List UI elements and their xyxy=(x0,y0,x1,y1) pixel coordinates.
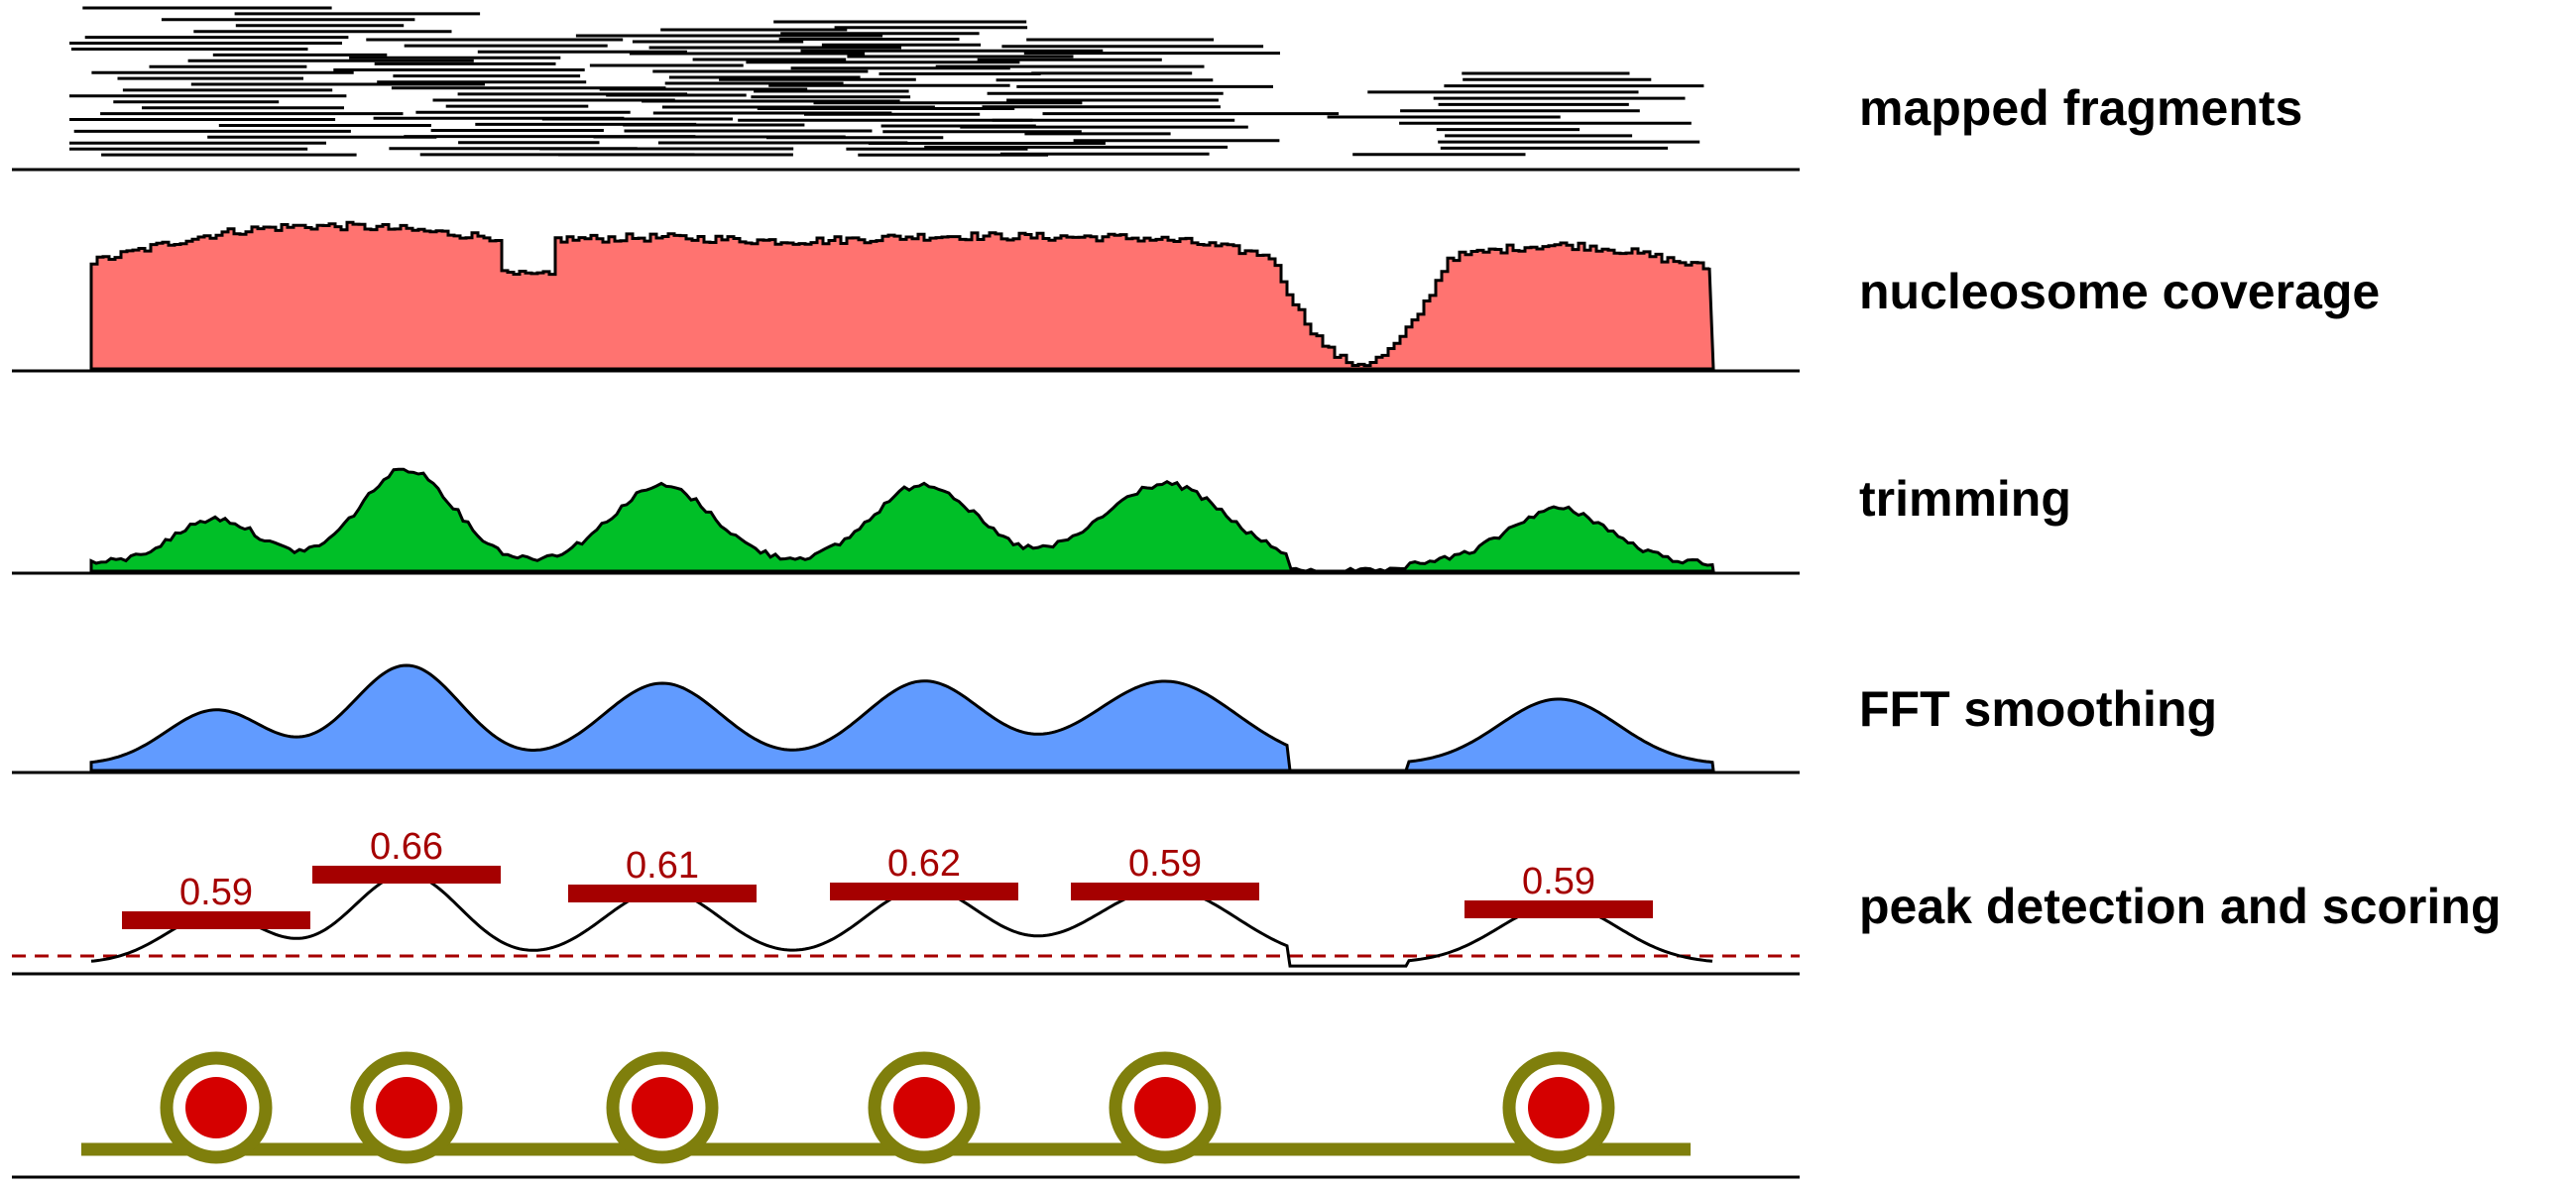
peak-score-bar xyxy=(830,883,1018,900)
peak-score-bar xyxy=(122,911,310,929)
nucleosome xyxy=(1109,1051,1222,1164)
label-trimming: trimming xyxy=(1859,471,2071,527)
peak-score-label: 0.61 xyxy=(626,845,699,887)
peak-score-bar xyxy=(568,885,757,902)
fft-smoothing-area xyxy=(89,663,1715,773)
nucleosome-core xyxy=(185,1077,247,1138)
peak-score-bar xyxy=(1071,883,1259,900)
peak-score-label: 0.66 xyxy=(370,826,443,868)
nucleosome-core xyxy=(1528,1077,1589,1138)
peak-scores: 0.59 0.66 0.61 0.62 0.59 0.59 xyxy=(122,826,1653,929)
peak-score-bar xyxy=(1464,900,1653,918)
nucleosome xyxy=(868,1051,981,1164)
nucleosome xyxy=(606,1051,719,1164)
peak-score-label: 0.62 xyxy=(887,843,961,885)
nucleosome xyxy=(1502,1051,1615,1164)
nucleosome-core xyxy=(893,1077,955,1138)
nucleosome xyxy=(350,1051,463,1164)
nucleosome-core xyxy=(376,1077,437,1138)
peak-score-label: 0.59 xyxy=(179,872,253,913)
label-mapped-fragments: mapped fragments xyxy=(1859,80,2303,136)
nucleosome xyxy=(160,1051,273,1164)
peak-score-label: 0.59 xyxy=(1522,861,1595,902)
nucleosome-coverage-area xyxy=(89,220,1715,371)
label-nucleosome-coverage: nucleosome coverage xyxy=(1859,264,2381,319)
peak-score-bar xyxy=(312,866,501,884)
label-peak-detection-and-scoring: peak detection and scoring xyxy=(1859,879,2502,934)
nucleosome-core xyxy=(632,1077,693,1138)
positioned-nucleosomes xyxy=(160,1051,1615,1164)
label-fft-smoothing: FFT smoothing xyxy=(1859,681,2218,737)
peak-score-label: 0.59 xyxy=(1128,843,1202,885)
mapped-fragments-panel xyxy=(69,6,1704,157)
nucleosome-core xyxy=(1134,1077,1196,1138)
trimming-area xyxy=(89,467,1715,573)
